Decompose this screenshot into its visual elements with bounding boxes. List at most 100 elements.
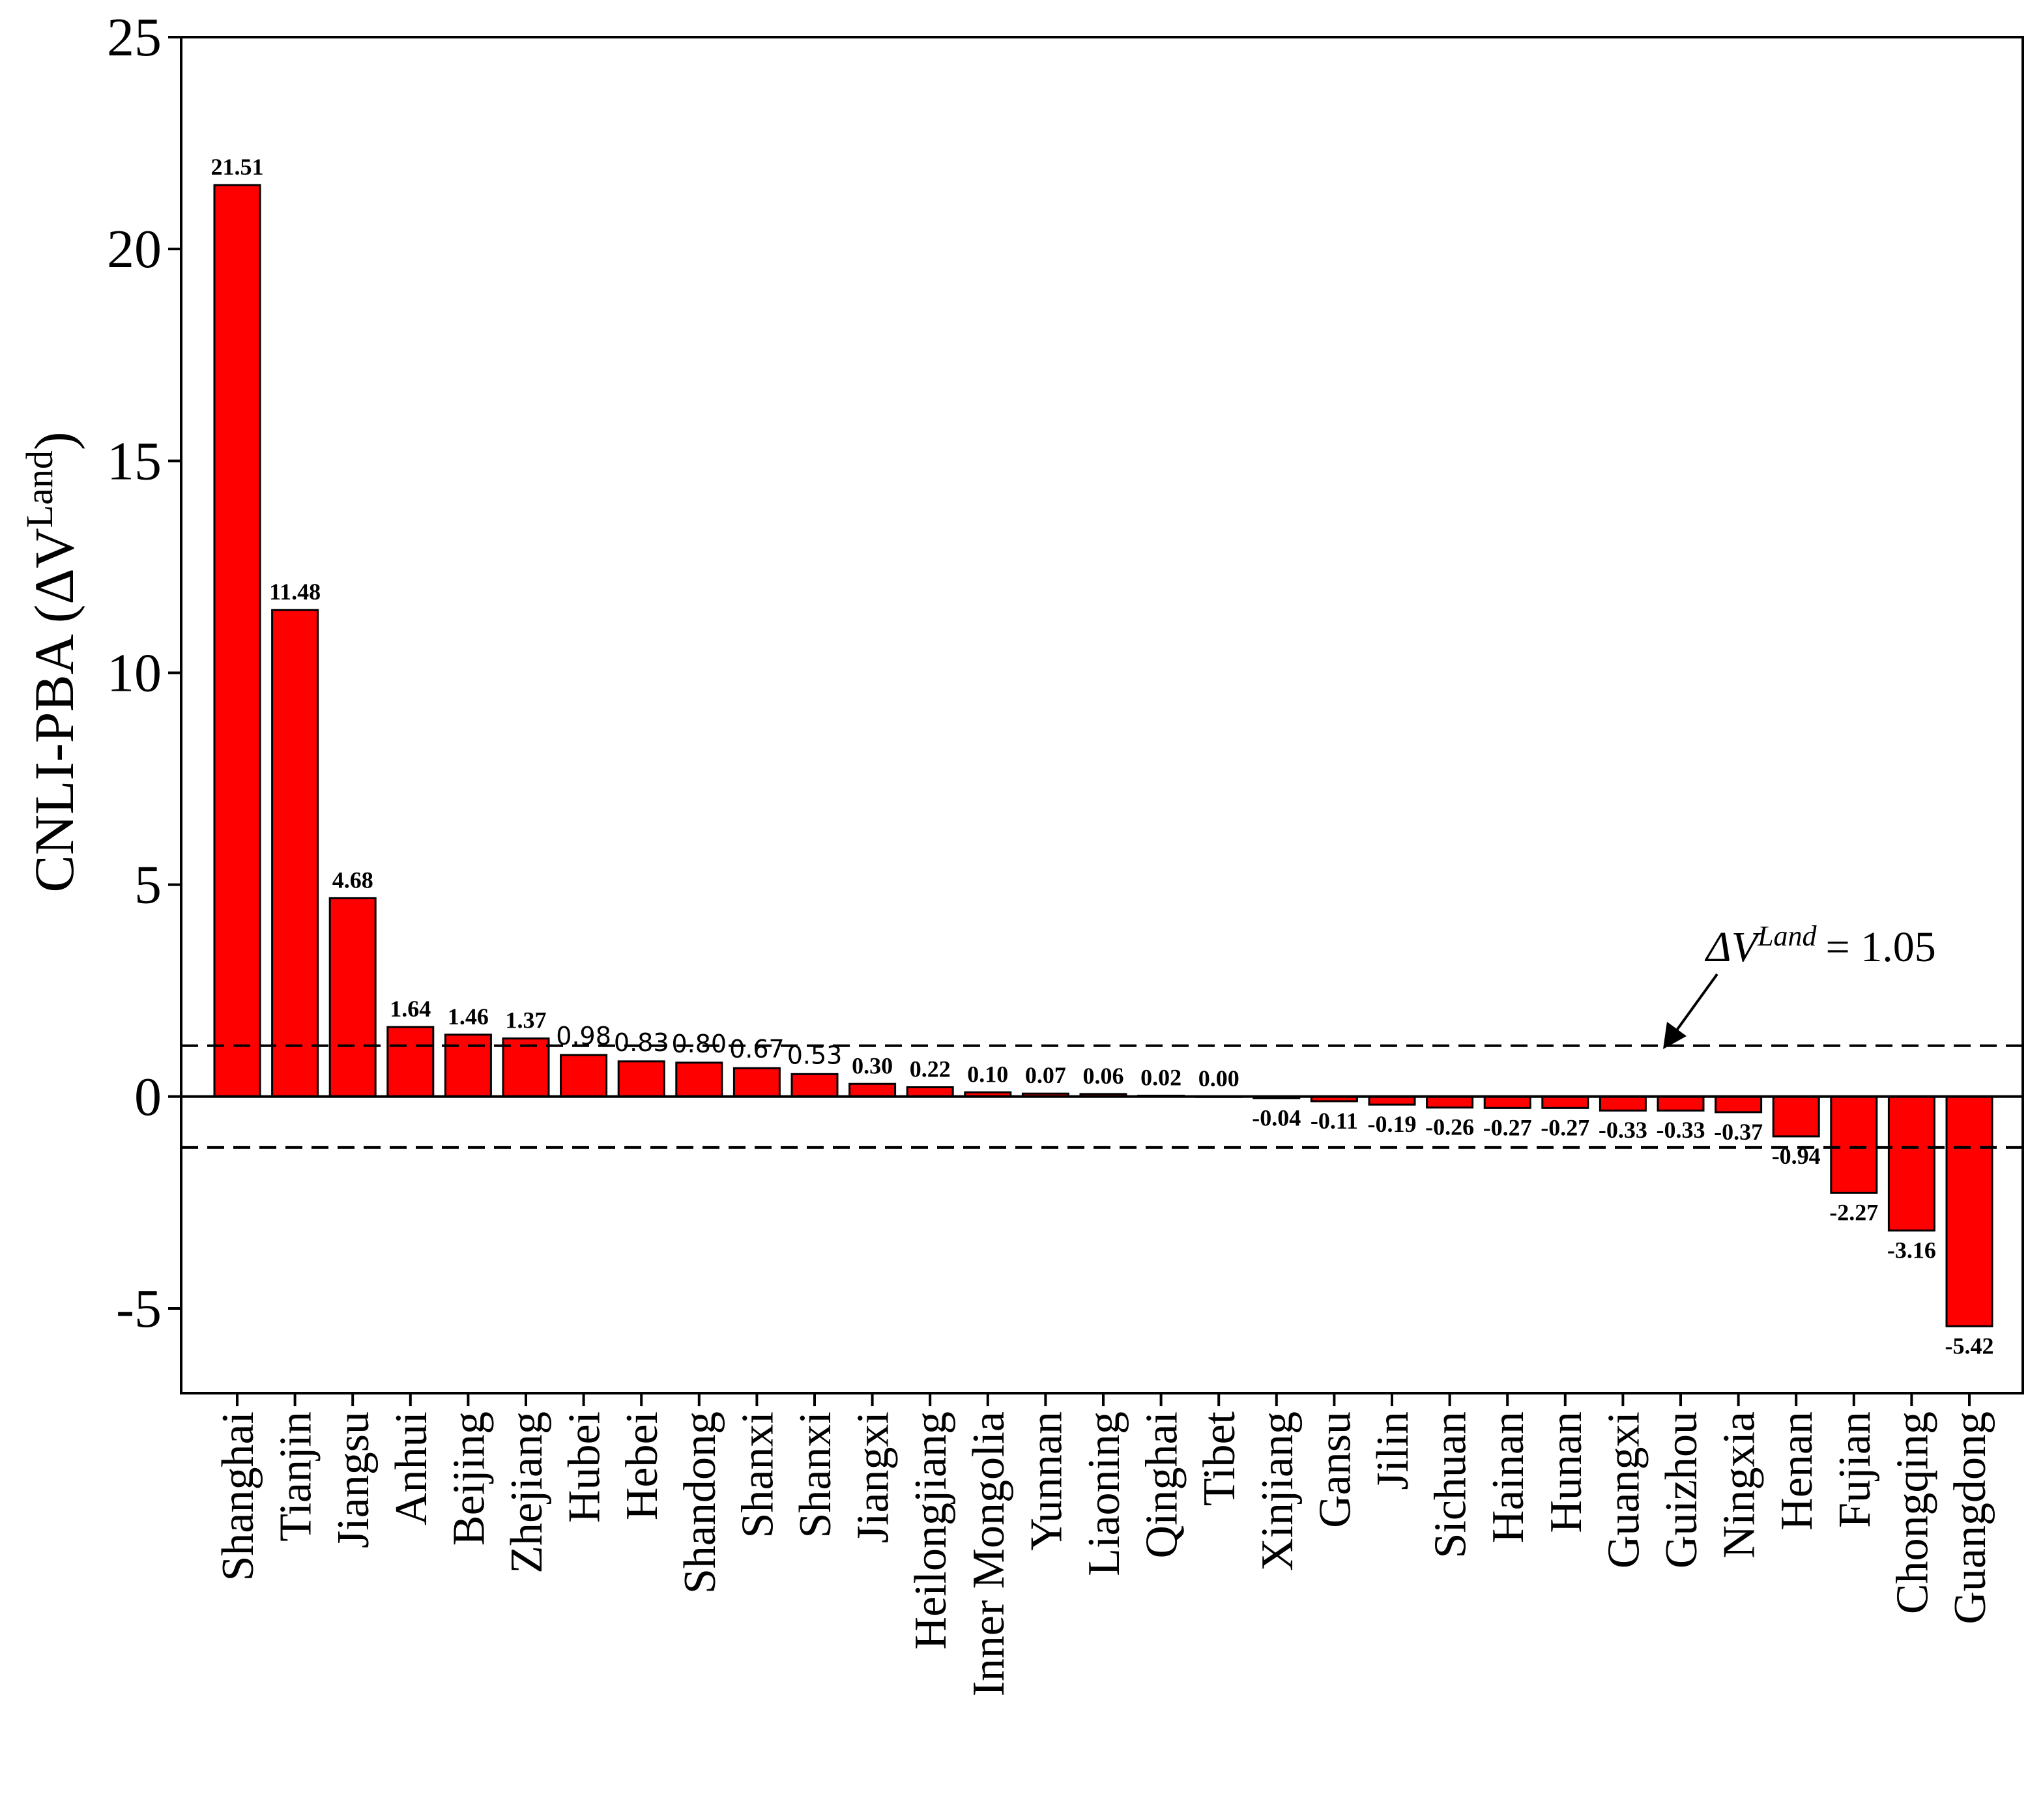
x-tick-label-5: Zhejiang bbox=[502, 1411, 552, 1574]
value-label-29: -3.16 bbox=[1887, 1237, 1936, 1263]
x-tick-label-0: Shanghai bbox=[213, 1411, 263, 1582]
bar-8 bbox=[675, 1062, 723, 1098]
x-tick-label-10: Shanxi bbox=[790, 1411, 841, 1538]
value-label-23: -0.27 bbox=[1541, 1114, 1589, 1140]
bar-30 bbox=[1945, 1095, 1993, 1327]
value-label-11: 0.30 bbox=[852, 1052, 893, 1078]
plot-frame bbox=[180, 36, 2024, 1394]
value-label-14: 0.07 bbox=[1025, 1062, 1066, 1088]
value-label-27: -0.94 bbox=[1772, 1143, 1821, 1169]
x-tick-label-15: Liaoning bbox=[1079, 1411, 1129, 1576]
value-label-2: 4.68 bbox=[332, 867, 373, 893]
bar-7 bbox=[617, 1060, 665, 1098]
value-label-24: -0.33 bbox=[1599, 1117, 1647, 1143]
bar-11 bbox=[848, 1082, 897, 1098]
x-tick-label-30: Guangdong bbox=[1945, 1411, 1995, 1625]
x-tick-label-29: Chongqing bbox=[1887, 1411, 1937, 1614]
y-tick-label-5: 20 bbox=[107, 219, 162, 280]
value-label-3: 1.64 bbox=[390, 996, 431, 1022]
bar-25 bbox=[1657, 1095, 1705, 1112]
x-axis: Shanghai Tianjin Jiangsu Anhui Beijing Zhejia… bbox=[213, 1393, 1995, 1696]
value-label-7: 0.83 bbox=[614, 1028, 669, 1057]
bar-2 bbox=[328, 897, 377, 1098]
x-tick-label-8: Shandong bbox=[675, 1411, 725, 1594]
x-tick-label-3: Anhui bbox=[386, 1411, 437, 1525]
value-label-16: 0.02 bbox=[1140, 1064, 1181, 1090]
value-label-26: -0.37 bbox=[1714, 1119, 1763, 1145]
x-tick-label-9: Shanxi bbox=[732, 1411, 783, 1538]
x-tick-label-17: Tibet bbox=[1195, 1411, 1245, 1506]
threshold-lines bbox=[181, 1044, 2023, 1149]
bar-1 bbox=[271, 609, 319, 1098]
bar-23 bbox=[1541, 1095, 1589, 1109]
value-label-22: -0.27 bbox=[1483, 1114, 1532, 1140]
y-axis: -5 0 5 10 15 20 25 bbox=[107, 7, 181, 1339]
bar-12 bbox=[906, 1086, 954, 1098]
value-label-18: -0.04 bbox=[1252, 1105, 1301, 1131]
value-label-8: 0.80 bbox=[671, 1030, 727, 1058]
bar-4 bbox=[444, 1033, 492, 1098]
x-tick-label-21: Sichuan bbox=[1426, 1411, 1476, 1559]
bar-10 bbox=[790, 1073, 839, 1098]
annotation-symbol: ΔV bbox=[1704, 923, 1762, 971]
bar-0 bbox=[213, 184, 261, 1098]
value-label-10: 0.53 bbox=[787, 1041, 843, 1069]
y-tick-label-3: 10 bbox=[107, 643, 162, 703]
x-tick-label-23: Hunan bbox=[1541, 1411, 1591, 1533]
y-axis-title-suffix: ) bbox=[23, 431, 85, 450]
x-tick-label-27: Henan bbox=[1772, 1411, 1822, 1531]
x-tick-label-13: Inner Mongolia bbox=[964, 1411, 1014, 1696]
y-axis-title-superscript: Land bbox=[18, 450, 61, 528]
y-tick-label-6: 25 bbox=[107, 7, 162, 68]
y-tick-label-2: 5 bbox=[134, 855, 162, 916]
annotation-superscript: Land bbox=[1757, 920, 1817, 952]
value-label-28: -2.27 bbox=[1829, 1199, 1878, 1225]
bar-3 bbox=[386, 1026, 435, 1098]
value-label-1: 11.48 bbox=[269, 579, 321, 605]
bar-29 bbox=[1887, 1095, 1935, 1232]
x-tick-label-7: Hebei bbox=[617, 1411, 667, 1520]
value-label-0: 21.51 bbox=[211, 154, 264, 180]
bar-28 bbox=[1830, 1095, 1878, 1194]
bar-22 bbox=[1483, 1095, 1531, 1109]
y-tick-label-0: -5 bbox=[116, 1278, 162, 1339]
bar-26 bbox=[1715, 1095, 1763, 1114]
value-label-4: 1.46 bbox=[448, 1004, 489, 1030]
x-tick-label-22: Hainan bbox=[1483, 1411, 1533, 1543]
x-tick-label-20: Jilin bbox=[1368, 1411, 1418, 1490]
bars bbox=[213, 184, 1993, 1327]
threshold-annotation: ΔVLand = 1.05 bbox=[1663, 920, 1936, 1049]
y-tick-label-4: 15 bbox=[107, 431, 162, 491]
x-tick-label-16: Qinghai bbox=[1137, 1411, 1187, 1559]
x-tick-label-24: Guangxi bbox=[1599, 1411, 1649, 1568]
y-tick-label-1: 0 bbox=[134, 1067, 162, 1127]
x-tick-label-19: Gansu bbox=[1310, 1411, 1360, 1528]
x-tick-label-11: Jiangxi bbox=[848, 1411, 899, 1543]
y-axis-title-symbol: ΔV bbox=[23, 528, 85, 604]
value-label-20: -0.19 bbox=[1368, 1111, 1417, 1137]
y-axis-title: CNLI-PBA (ΔVLand) bbox=[18, 431, 86, 892]
bar-5 bbox=[502, 1037, 550, 1098]
x-tick-label-2: Jiangsu bbox=[328, 1411, 379, 1548]
x-tick-label-25: Guizhou bbox=[1657, 1411, 1707, 1568]
x-tick-label-6: Hubei bbox=[560, 1411, 610, 1523]
value-label-17: 0.00 bbox=[1198, 1065, 1239, 1091]
x-tick-label-4: Beijing bbox=[444, 1411, 494, 1546]
value-label-5: 1.37 bbox=[506, 1007, 547, 1033]
annotation-value: = 1.05 bbox=[1826, 923, 1936, 971]
bar-9 bbox=[732, 1067, 781, 1098]
value-label-9: 0.67 bbox=[729, 1035, 785, 1063]
value-label-19: -0.11 bbox=[1311, 1108, 1358, 1134]
value-label-15: 0.06 bbox=[1083, 1063, 1124, 1089]
bar-27 bbox=[1772, 1095, 1820, 1138]
y-axis-title-prefix: CNLI-PBA ( bbox=[23, 605, 85, 893]
bar-21 bbox=[1426, 1095, 1474, 1109]
annotation-arrowhead bbox=[1663, 1022, 1687, 1049]
x-tick-label-1: Tianjin bbox=[271, 1411, 321, 1542]
annotation-label: ΔVLand = 1.05 bbox=[1704, 920, 1936, 972]
x-tick-label-14: Yunnan bbox=[1021, 1411, 1071, 1551]
value-label-12: 0.22 bbox=[910, 1056, 951, 1082]
x-tick-label-18: Xinjiang bbox=[1253, 1411, 1303, 1571]
